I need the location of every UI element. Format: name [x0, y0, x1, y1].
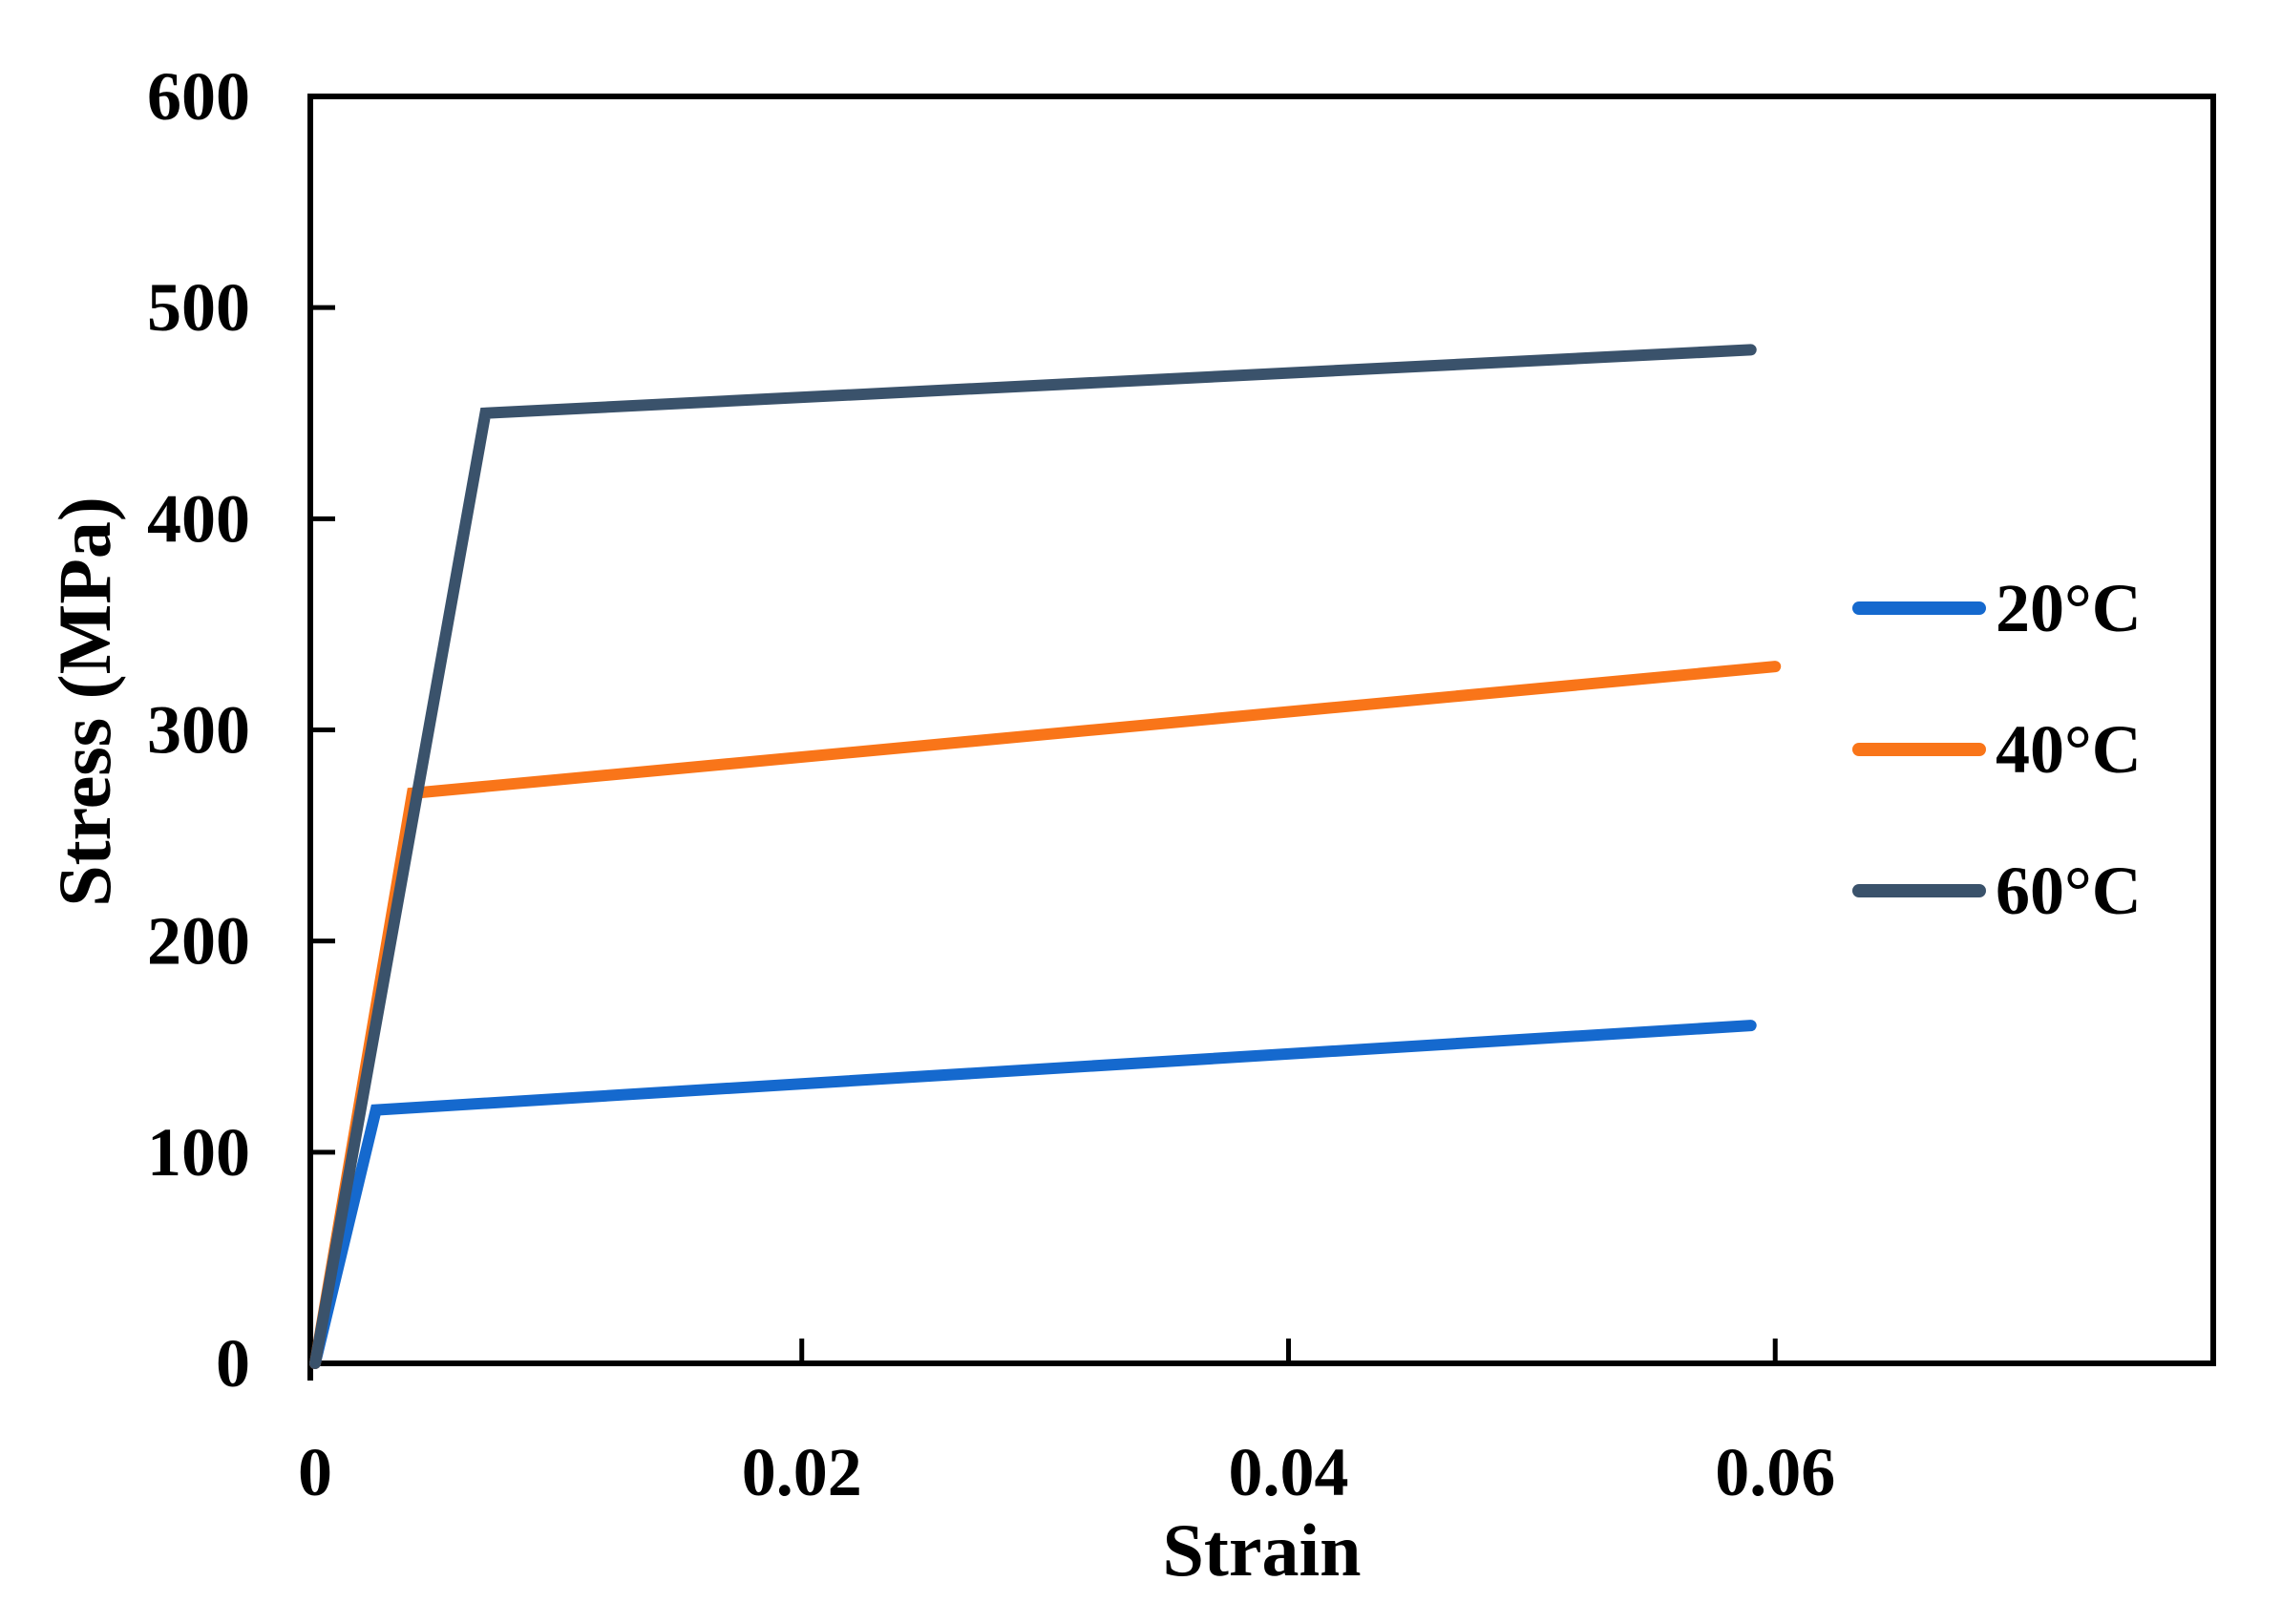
y-tick-label: 300 — [147, 692, 250, 769]
y-axis-title: Stress (MPa) — [43, 496, 126, 907]
series-line-60C — [309, 344, 1757, 1369]
x-tick-label: 0.04 — [1228, 1434, 1348, 1510]
plot-border — [307, 94, 2216, 1366]
axis-ticks-layer — [310, 305, 1778, 1363]
x-axis-title: Strain — [1162, 1508, 1361, 1592]
y-tick-label: 600 — [147, 58, 250, 135]
data-series-layer — [309, 344, 1782, 1369]
legend-label: 60°C — [1996, 853, 2142, 929]
y-tick-label: 500 — [147, 269, 250, 346]
series-line-20C — [309, 1020, 1757, 1369]
tick-labels-layer: 0 100 200 300 400 500 600 0 0.02 0.04 0.06 — [147, 58, 1835, 1510]
x-tick-label: 0 — [298, 1434, 332, 1510]
plot-border-layer — [307, 94, 2216, 1381]
legend-label: 20°C — [1996, 570, 2142, 646]
y-tick-label: 100 — [147, 1114, 250, 1191]
series-line-40C — [309, 661, 1782, 1369]
y-tick-label: 400 — [147, 480, 250, 557]
legend-label: 40°C — [1996, 711, 2142, 788]
y-tick-label: 0 — [216, 1325, 250, 1402]
legend: 20°C 40°C 60°C — [1852, 570, 2142, 929]
x-tick-label: 0.06 — [1715, 1434, 1835, 1510]
x-tick-label: 0.02 — [742, 1434, 862, 1510]
y-tick-label: 200 — [147, 903, 250, 980]
